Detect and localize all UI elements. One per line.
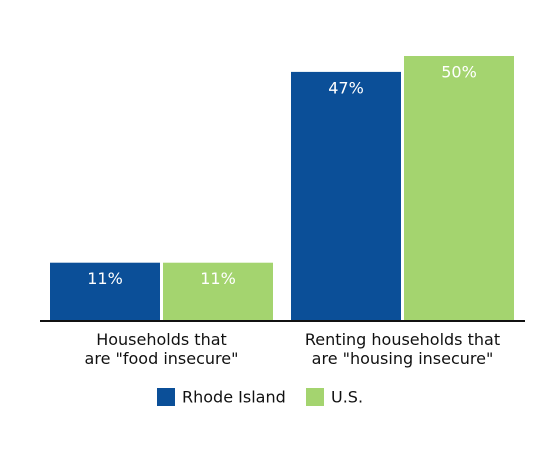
value-label: 47% — [328, 78, 364, 97]
category-label: Renting households that are "housing ins… — [304, 330, 501, 368]
bar — [50, 262, 160, 321]
legend-swatch — [157, 388, 175, 406]
bar — [163, 262, 273, 321]
legend-swatch — [306, 388, 324, 406]
value-label: 11% — [200, 269, 236, 288]
legend-label: U.S. — [331, 388, 363, 407]
bar — [291, 71, 401, 322]
bar — [404, 56, 514, 321]
legend-label: Rhode Island — [182, 388, 286, 407]
category-label: Households that are "food insecure" — [84, 330, 239, 368]
value-label: 11% — [87, 269, 123, 288]
value-label: 50% — [441, 63, 477, 82]
